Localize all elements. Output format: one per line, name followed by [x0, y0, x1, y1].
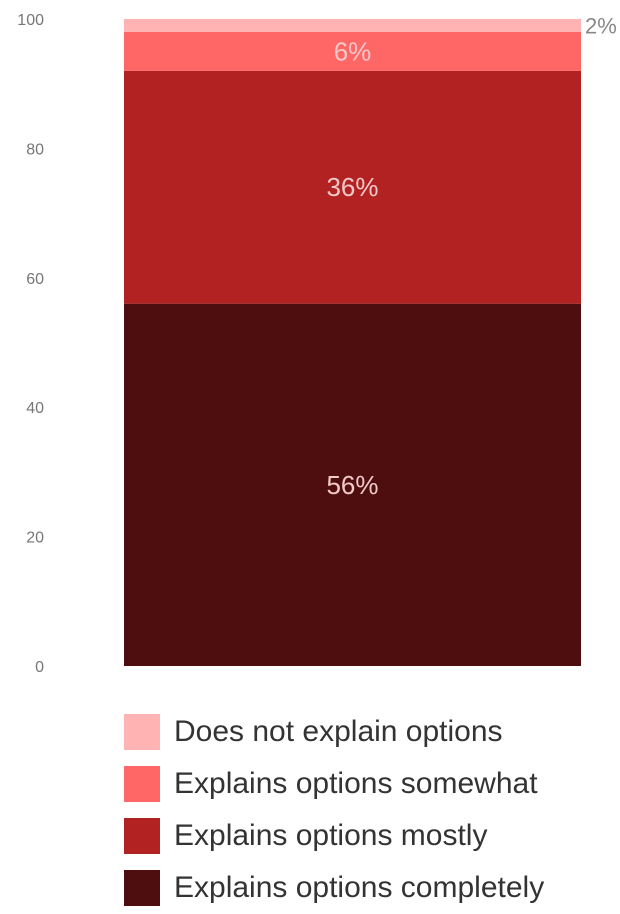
bar-segment-2 — [124, 31, 581, 71]
y-tick-label-20: 20 — [26, 530, 44, 547]
bar-segment-1 — [124, 70, 581, 304]
legend-swatch — [124, 818, 160, 854]
y-tick-label-80: 80 — [26, 141, 44, 158]
y-tick-label-40: 40 — [26, 400, 44, 417]
legend-label: Explains options somewhat — [174, 767, 538, 800]
y-tick-label-100: 100 — [17, 12, 44, 29]
bar-segment-3 — [124, 19, 581, 32]
data-label-3: 2% — [585, 13, 617, 38]
legend-item-mostly: Explains options mostly — [124, 810, 614, 862]
legend-label: Explains options mostly — [174, 819, 488, 852]
y-tick-label-60: 60 — [26, 271, 44, 288]
segment-labels: 56% 36% 6% 2% — [326, 13, 616, 499]
data-label-0: 56% — [326, 470, 378, 500]
legend-label: Does not explain options — [174, 715, 503, 748]
legend-item-does-not-explain: Does not explain options — [124, 706, 614, 758]
legend: Does not explain options Explains option… — [124, 706, 614, 914]
bar-segment-0 — [124, 303, 581, 666]
legend-swatch — [124, 766, 160, 802]
legend-item-somewhat: Explains options somewhat — [124, 758, 614, 810]
legend-swatch — [124, 870, 160, 906]
y-axis: 0 20 40 60 80 100 — [17, 12, 44, 676]
y-tick-label-0: 0 — [35, 659, 44, 676]
data-label-1: 36% — [326, 172, 378, 202]
bar-stack — [124, 19, 581, 666]
legend-swatch — [124, 714, 160, 750]
legend-label: Explains options completely — [174, 871, 545, 904]
legend-item-completely: Explains options completely — [124, 862, 614, 914]
data-label-2: 6% — [334, 36, 372, 66]
stacked-bar-chart: 0 20 40 60 80 100 56% 36% 6% 2% — [17, 12, 617, 676]
